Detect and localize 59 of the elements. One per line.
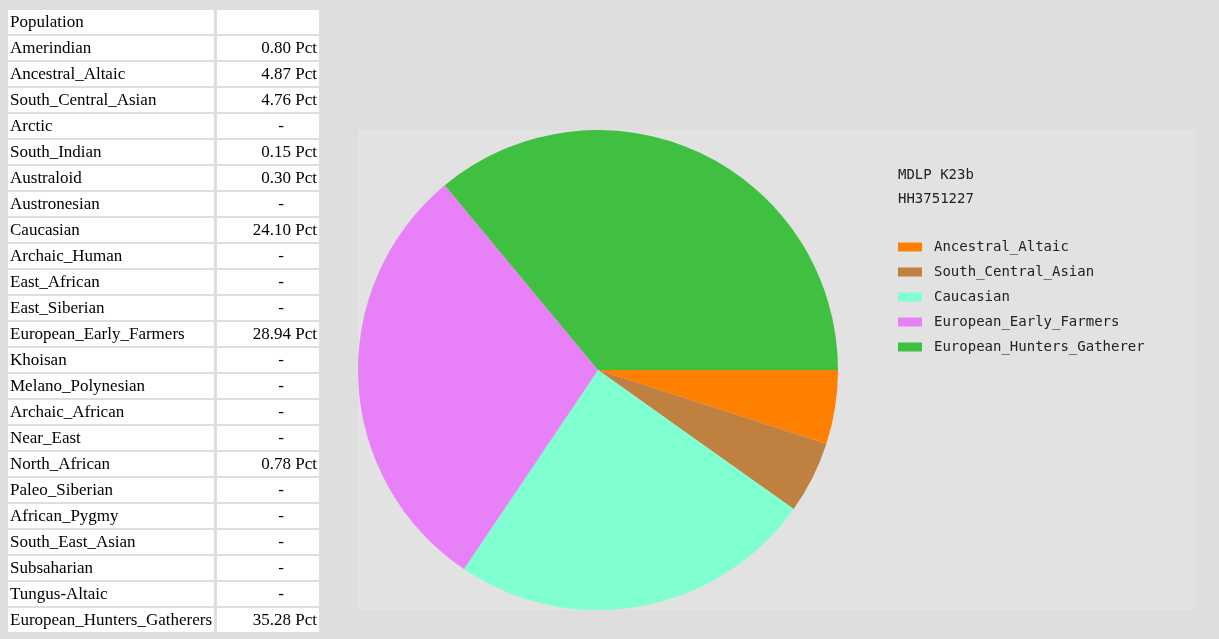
category-label: European_Early_Farmers [8, 322, 215, 346]
pie-slice [598, 370, 827, 509]
pie-slice [463, 370, 794, 610]
category-label: East_Siberian [8, 296, 215, 320]
data-label: - [214, 504, 320, 528]
category-label: Melano_Polynesian [8, 374, 215, 398]
pie-slice [358, 185, 598, 570]
data-label: 0.30 Pct [214, 166, 320, 190]
category-label: Amerindian [8, 36, 215, 60]
data-label: 0.78 Pct [214, 452, 320, 476]
text: MDLP K23b [898, 166, 974, 182]
data-label: - [214, 478, 320, 502]
data-label: - [214, 348, 320, 372]
text: Population [8, 10, 215, 34]
data-label: - [214, 270, 320, 294]
data-label: - [214, 556, 320, 580]
data-label: - [214, 296, 320, 320]
text: HH3751227 [898, 190, 974, 206]
category-label: Tungus-Altaic [8, 582, 215, 606]
data-label: - [214, 400, 320, 424]
data-label: - [214, 530, 320, 554]
category-label: Austronesian [8, 192, 215, 216]
pie-slice [598, 370, 838, 444]
data-label: 0.15 Pct [214, 140, 320, 164]
category-label: European_Hunters_Gatherers [8, 608, 215, 632]
category-label: Ancestral_Altaic [8, 62, 215, 86]
data-label: 24.10 Pct [214, 218, 320, 242]
legend-label: South_Central_Asian [934, 263, 1095, 280]
category-label: Caucasian [8, 218, 215, 242]
data-label: - [214, 192, 320, 216]
category-label: South_East_Asian [8, 530, 215, 554]
category-label: Archaic_African [8, 400, 215, 424]
data-label: - [214, 244, 320, 268]
data-label: - [214, 582, 320, 606]
data-label: 28.94 Pct [214, 322, 320, 346]
category-label: Australoid [8, 166, 215, 190]
category-label: South_Indian [8, 140, 215, 164]
data-label: - [214, 114, 320, 138]
category-label: East_African [8, 270, 215, 294]
data-label: 0.80 Pct [214, 36, 320, 60]
legend-label: European_Hunters_Gatherer [934, 338, 1145, 355]
category-label: South_Central_Asian [8, 88, 215, 112]
category-label: Arctic [8, 114, 215, 138]
data-label: - [214, 426, 320, 450]
data-label: 4.87 Pct [214, 62, 320, 86]
legend-label: Ancestral_Altaic [934, 238, 1069, 255]
category-label: African_Pygmy [8, 504, 215, 528]
data-label: 4.76 Pct [214, 88, 320, 112]
category-label: Subsaharian [8, 556, 215, 580]
category-label: Archaic_Human [8, 244, 215, 268]
category-label: North_African [8, 452, 215, 476]
data-label: - [214, 374, 320, 398]
category-label: Near_East [8, 426, 215, 450]
category-label: Khoisan [8, 348, 215, 372]
legend-label: European_Early_Farmers [934, 313, 1120, 330]
pie-slice [444, 130, 838, 370]
legend-label: Caucasian [934, 288, 1010, 304]
data-label: 35.28 Pct [214, 608, 320, 632]
category-label: Paleo_Siberian [8, 478, 215, 502]
